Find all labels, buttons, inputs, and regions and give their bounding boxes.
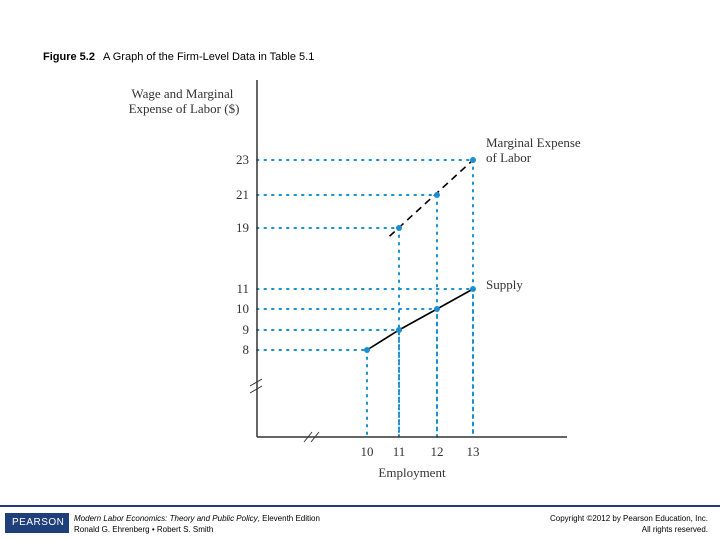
chart-labels: Wage and Marginal Expense of Labor ($) E…: [129, 86, 584, 480]
y-axis-break-mark: [249, 378, 263, 387]
y-axis-label: Wage and Marginal Expense of Labor ($): [129, 86, 240, 116]
y-tick-label: 8: [243, 342, 250, 357]
x-tick-label: 13: [467, 444, 480, 459]
y-tick-label: 9: [243, 322, 250, 337]
supply-point: [434, 306, 440, 312]
book-edition: , Eleventh Edition: [257, 514, 320, 523]
x-tick-label: 11: [393, 444, 406, 459]
y-axis-label-line: Wage and Marginal: [131, 86, 233, 101]
mel-series-label-line: Marginal Expense: [486, 135, 581, 150]
supply-series-label: Supply: [486, 277, 523, 292]
mel-series-label-line: of Labor: [486, 150, 532, 165]
y-axis-break-mark: [249, 385, 263, 394]
mel-series-label: Marginal Expense of Labor: [486, 135, 584, 165]
y-tick-label: 21: [236, 187, 249, 202]
tick-labels: 8 9 10 11 19 21 23 10 11 12 13: [236, 152, 480, 459]
x-axis-label: Employment: [378, 465, 446, 480]
supply-line: [366, 288, 474, 351]
copyright-notice: Copyright ©2012 by Pearson Education, In…: [550, 513, 708, 535]
x-axis-break-mark: [303, 431, 313, 443]
mel-point: [470, 157, 476, 163]
book-info: Modern Labor Economics: Theory and Publi…: [74, 513, 320, 535]
x-tick-label: 12: [431, 444, 444, 459]
copyright-text: Copyright ©2012 by Pearson Education, In…: [550, 514, 708, 523]
rights-text: All rights reserved.: [641, 525, 708, 534]
pearson-logo: [5, 513, 69, 533]
y-tick-label: 10: [236, 301, 249, 316]
x-axis-break-mark: [310, 431, 320, 443]
y-tick-label: 19: [236, 220, 249, 235]
book-authors: Ronald G. Ehrenberg • Robert S. Smith: [74, 525, 214, 534]
supply-point: [470, 286, 476, 292]
mel-point: [396, 225, 402, 231]
mel-line: [388, 159, 474, 237]
supply-point: [396, 327, 402, 333]
guide-lines: [256, 159, 474, 438]
figure-title: A Graph of the Firm-Level Data in Table …: [102, 51, 315, 63]
footer-divider: [0, 505, 720, 507]
y-tick-label: 23: [236, 152, 249, 167]
y-tick-label: 11: [236, 281, 249, 296]
series-lines: [366, 159, 474, 351]
figure-caption: Figure 5.2 A Graph of the Firm-Level Data…: [43, 51, 314, 63]
figure-number: Figure 5.2: [43, 51, 95, 63]
chart: Wage and Marginal Expense of Labor ($) E…: [129, 80, 584, 480]
mel-point: [434, 192, 440, 198]
data-points: [364, 157, 476, 353]
supply-point: [364, 347, 370, 353]
publisher-name: PEARSON: [12, 517, 65, 528]
y-axis-label-line: Expense of Labor ($): [129, 101, 240, 116]
axes: [249, 80, 567, 443]
x-tick-label: 10: [361, 444, 374, 459]
book-title: Modern Labor Economics: Theory and Publi…: [74, 514, 258, 523]
